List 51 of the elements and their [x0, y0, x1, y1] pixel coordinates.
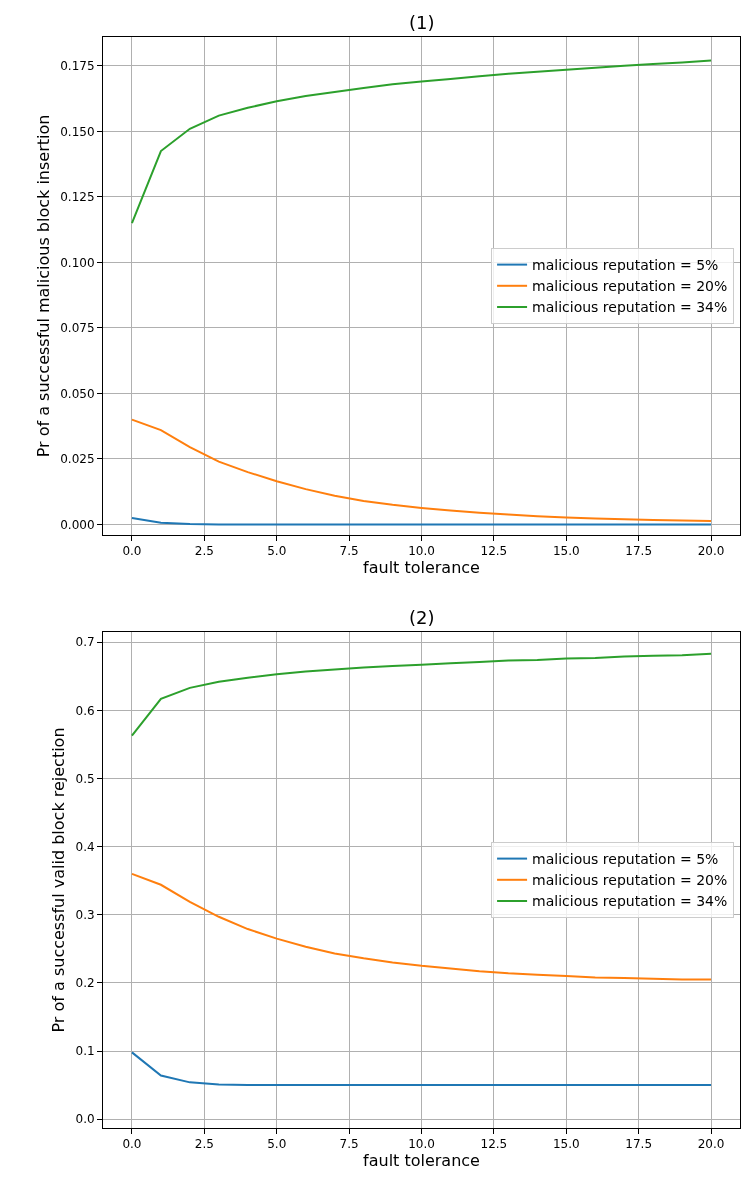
y-tick-label: 0.3: [75, 907, 95, 922]
line-series: [130, 516, 713, 526]
y-tick-label: 0.150: [60, 124, 95, 139]
legend-label: malicious reputation = 5%: [532, 851, 719, 868]
legend-label: malicious reputation = 20%: [532, 872, 728, 889]
line-series: [130, 1051, 713, 1087]
x-tick-label: 5.0: [267, 1137, 287, 1152]
x-tick-label: 2.5: [194, 1137, 214, 1152]
y-tick-label: 0.6: [75, 703, 95, 718]
chart-title: (1): [409, 12, 435, 33]
line-series: [130, 418, 713, 523]
x-tick-label: 7.5: [339, 544, 359, 559]
y-axis-title: Pr of a successful malicious block insertion: [34, 114, 54, 458]
y-tick-label: 0.5: [75, 771, 95, 786]
y-tick-label: 0.100: [60, 255, 95, 270]
x-tick-label: 12.5: [480, 1137, 508, 1152]
x-tick-label: 15.0: [552, 1137, 580, 1152]
y-tick-label: 0.025: [60, 452, 95, 467]
x-tick-label: 20.0: [697, 544, 725, 559]
x-axis-title: fault tolerance: [363, 558, 480, 578]
x-tick-label: 0.0: [122, 1137, 142, 1152]
x-tick-label: 17.5: [625, 1137, 653, 1152]
x-axis-title: fault tolerance: [363, 1151, 480, 1171]
y-tick-label: 0.075: [60, 321, 95, 336]
y-axis-title: Pr of a successful valid block rejection: [49, 727, 69, 1033]
y-tick-label: 0.000: [60, 517, 95, 532]
x-tick-label: 0.0: [122, 544, 142, 559]
x-tick-label: 5.0: [267, 544, 287, 559]
legend-label: malicious reputation = 34%: [532, 893, 728, 910]
y-tick-label: 0.2: [75, 976, 95, 991]
x-tick-label: 10.0: [408, 544, 435, 559]
x-tick-label: 2.5: [194, 544, 214, 559]
legend-label: malicious reputation = 34%: [532, 299, 728, 316]
x-tick-label: 20.0: [697, 1137, 725, 1152]
y-tick-label: 0.175: [60, 59, 95, 74]
y-tick-label: 0.050: [60, 386, 95, 401]
y-tick-label: 0.125: [60, 190, 95, 205]
x-tick-label: 10.0: [408, 1137, 435, 1152]
y-tick-label: 0.1: [75, 1044, 95, 1059]
x-tick-label: 15.0: [552, 544, 580, 559]
x-tick-label: 17.5: [625, 544, 653, 559]
y-tick-label: 0.4: [75, 839, 95, 854]
chart-title: (2): [409, 607, 435, 628]
legend-label: malicious reputation = 5%: [532, 257, 719, 274]
x-tick-label: 12.5: [480, 544, 508, 559]
line-series: [130, 59, 713, 225]
y-tick-label: 0.7: [75, 635, 95, 650]
line-series: [130, 652, 713, 737]
y-tick-label: 0.0: [75, 1112, 95, 1127]
legend-label: malicious reputation = 20%: [532, 278, 728, 295]
x-tick-label: 7.5: [339, 1137, 359, 1152]
